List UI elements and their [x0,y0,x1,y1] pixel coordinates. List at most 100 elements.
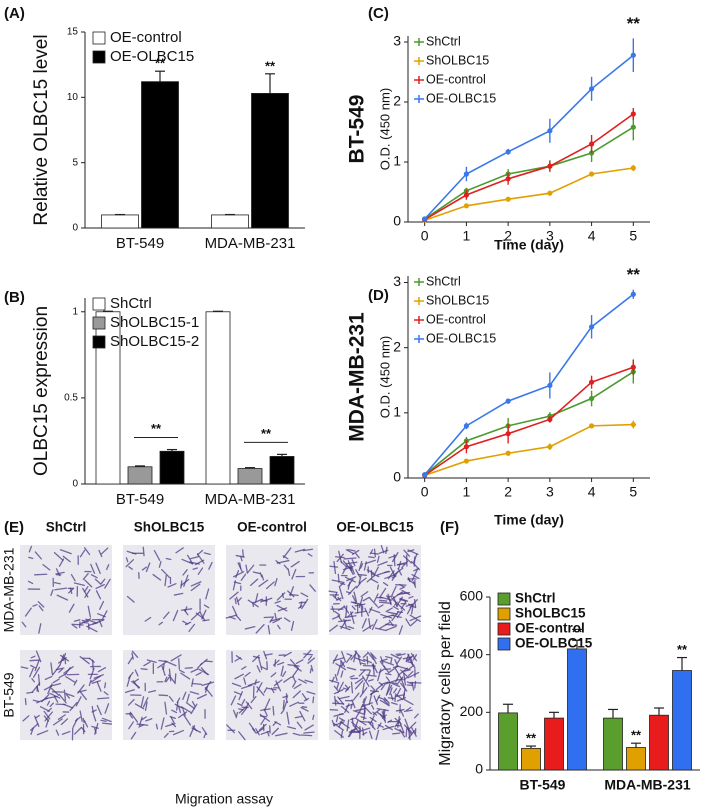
legend-label: ShOLBC15 [426,293,489,307]
significance: ** [261,426,272,441]
point [505,196,511,202]
cell [392,665,399,669]
cell [350,601,357,605]
point [547,163,553,169]
cell [238,731,246,741]
cell [53,552,64,561]
cell [31,678,36,683]
cell [367,678,374,682]
cell [338,550,343,564]
cell [303,731,315,734]
cell [271,727,279,736]
cell [153,549,161,562]
cell [358,596,364,609]
x-tick-label: 5 [629,484,637,500]
point [630,421,636,428]
cell [44,711,53,722]
cell [369,608,381,614]
cell [203,552,211,556]
point [630,111,636,117]
cell [144,701,148,711]
cell [291,568,297,580]
cell [360,604,363,617]
error-bar [572,639,582,649]
cell [375,694,381,703]
y-tick-label: 400 [460,645,484,661]
cell [97,697,110,700]
cell [391,614,402,619]
point [505,431,511,437]
bar [521,747,541,771]
error-bar [213,310,223,312]
cell [293,683,302,690]
legend-label: ShCtrl [515,591,556,606]
cell [164,660,177,667]
cell [94,722,99,735]
bar [127,466,153,485]
cell [375,729,380,741]
cell [294,548,306,553]
cell [264,698,271,711]
cell [90,574,98,579]
column-label: OE-control [237,520,307,535]
cell [403,555,413,564]
cell [142,697,149,708]
cell [87,622,99,627]
cell [266,730,270,737]
y-tick-label: 200 [460,703,484,719]
cell [201,681,215,686]
cell [302,548,314,552]
cell [133,678,140,683]
cell [129,711,139,723]
cell [380,596,393,601]
cell [412,654,418,661]
cell [152,573,162,581]
cell [105,564,110,571]
point [422,472,428,478]
cell [386,683,391,695]
cell [390,657,393,664]
cell [389,687,393,696]
cell [367,651,375,661]
cell [366,575,376,583]
cell [204,681,212,690]
cell [390,693,394,701]
cell [127,698,135,706]
cell [276,624,281,630]
cell [354,680,364,690]
error-bar [265,73,275,94]
cell [43,685,53,691]
cell [394,659,399,667]
cell [38,605,44,612]
cell [301,706,308,708]
cell [52,718,63,726]
cell [99,600,105,610]
cell [53,695,59,703]
cell [163,732,169,738]
cell [256,665,261,673]
cell [244,625,256,630]
cell [396,609,403,619]
cell [165,723,176,728]
cell [354,610,367,614]
cell [352,692,360,701]
cell [337,605,346,611]
cell [286,711,290,725]
cell [405,603,413,607]
cell [27,580,34,585]
cell [241,706,248,716]
cell [171,722,177,728]
cell [390,702,398,706]
x-tick-label: 0 [421,228,429,244]
cell [245,702,250,709]
cell [290,620,295,631]
cell [362,698,366,704]
error-bar [526,745,536,749]
cell [79,691,87,701]
cell [348,585,357,596]
cell [292,690,301,699]
cell [84,589,91,598]
cell [173,592,184,596]
cell [359,563,364,569]
legend-label: OE-control [426,72,486,86]
